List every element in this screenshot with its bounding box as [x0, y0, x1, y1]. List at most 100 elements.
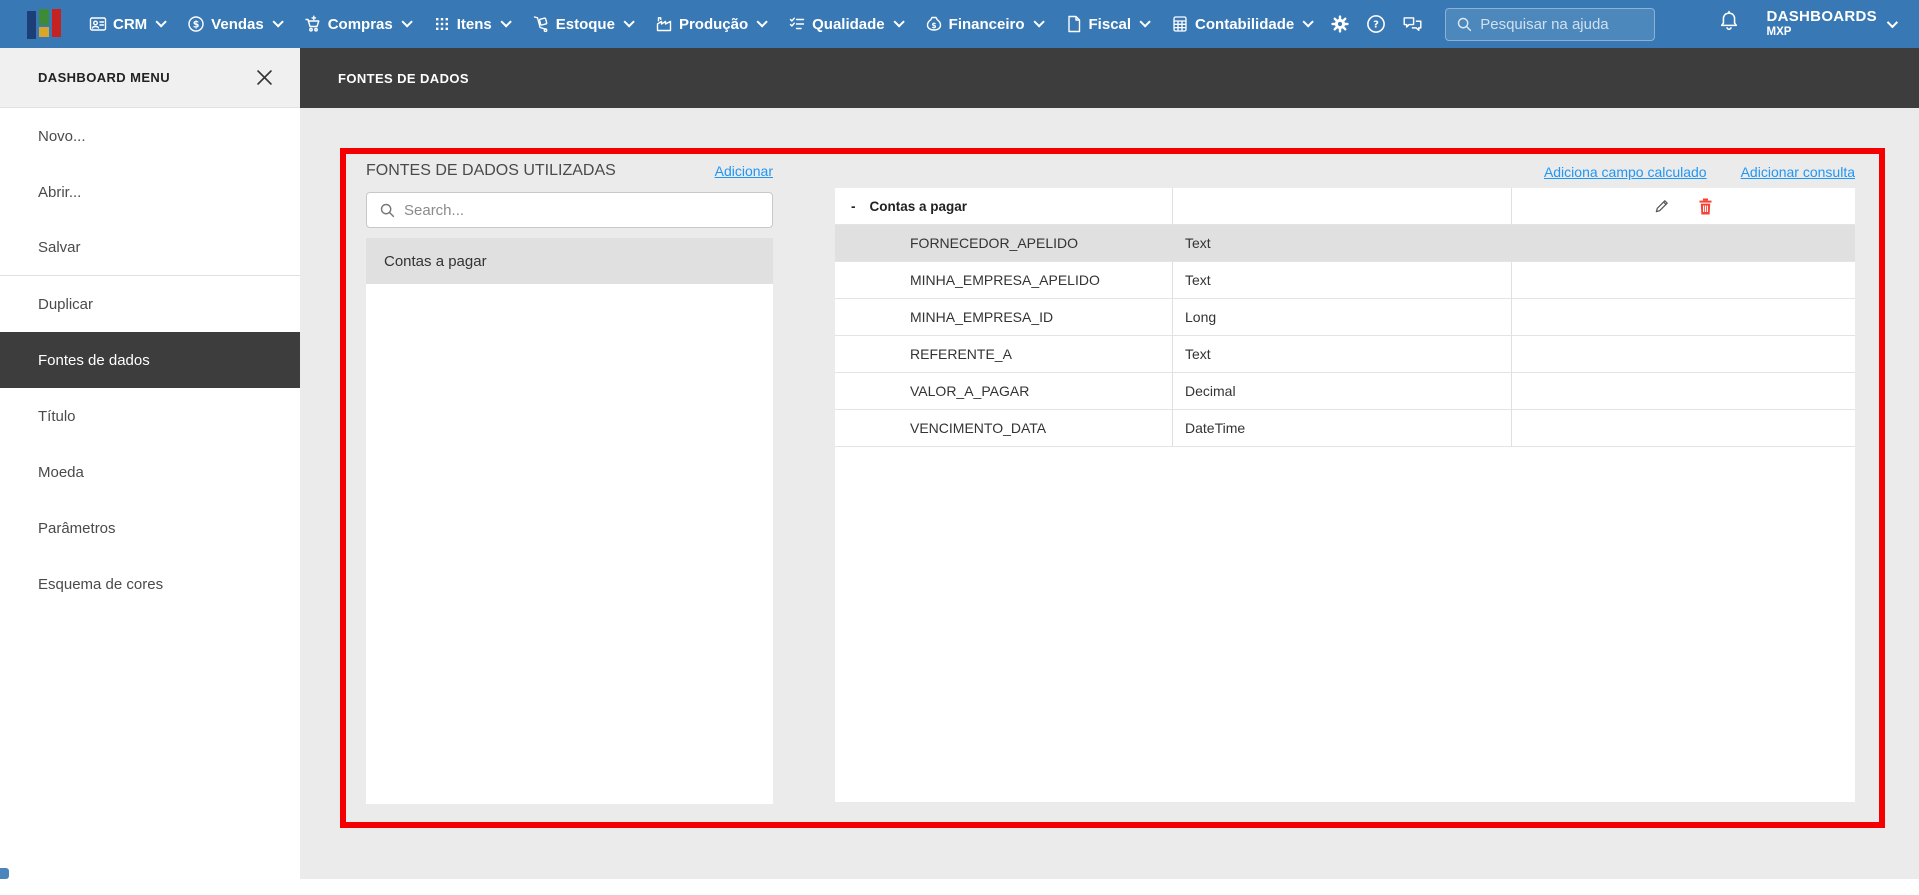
topbar: CRM $ Vendas Compras Itens Estoque Produ…: [0, 0, 1919, 48]
sidebar-item[interactable]: Abrir...: [0, 164, 300, 220]
menu-estoque[interactable]: Estoque: [532, 15, 635, 33]
menu-label: Contabilidade: [1195, 15, 1295, 33]
collapse-toggle[interactable]: -: [851, 198, 856, 214]
sidebar-title: DASHBOARD MENU: [38, 70, 170, 85]
menu-vendas[interactable]: $ Vendas: [187, 15, 284, 33]
bell-icon: [1721, 10, 1738, 30]
menu-label: Qualidade: [812, 15, 885, 33]
purchases-icon: [305, 15, 320, 32]
table-row[interactable]: FORNECEDOR_APELIDO Text: [835, 225, 1855, 262]
user-menu-subtitle: MXP: [1766, 25, 1792, 38]
sidebar-item[interactable]: Parâmetros: [0, 500, 300, 556]
sidebar-item[interactable]: Salvar: [0, 220, 300, 276]
production-icon: [656, 17, 672, 32]
sidebar-item[interactable]: Esquema de cores: [0, 556, 300, 612]
help-button[interactable]: ?: [1366, 14, 1386, 34]
add-source-link[interactable]: Adicionar: [714, 163, 773, 179]
sidebar-item[interactable]: Novo...: [0, 108, 300, 164]
add-calculated-field-link[interactable]: Adiciona campo calculado: [1543, 164, 1707, 180]
menu-itens[interactable]: Itens: [433, 15, 512, 33]
main-content: FONTES DE DADOS FONTES DE DADOS UTILIZAD…: [300, 48, 1919, 879]
svg-text:$: $: [931, 21, 936, 30]
sources-header: FONTES DE DADOS UTILIZADAS Adicionar: [366, 162, 773, 180]
field-name: FORNECEDOR_APELIDO: [835, 225, 1173, 262]
sidebar-items: Novo... Abrir... Salvar Duplicar Fontes …: [0, 108, 300, 612]
fields-table: - Contas a pagar FORNECEDO: [835, 188, 1855, 802]
menu-fiscal[interactable]: Fiscal: [1065, 15, 1151, 33]
help-search-input[interactable]: [1480, 15, 1631, 33]
add-query-link[interactable]: Adicionar consulta: [1740, 164, 1855, 180]
sidebar-item[interactable]: Moeda: [0, 444, 300, 500]
source-list-item[interactable]: Contas a pagar: [366, 238, 773, 284]
table-row[interactable]: VALOR_A_PAGAR Decimal: [835, 373, 1855, 410]
field-name: VENCIMENTO_DATA: [835, 410, 1173, 447]
pencil-icon: [1655, 200, 1668, 213]
trash-icon: [1699, 198, 1712, 214]
menu-producao[interactable]: Produção: [655, 15, 768, 33]
page-title: FONTES DE DADOS: [338, 70, 469, 86]
table-group-header: - Contas a pagar: [835, 188, 1855, 225]
chevron-down-icon: [401, 16, 413, 28]
user-menu[interactable]: DASHBOARDS MXP: [1766, 8, 1899, 38]
svg-text:$: $: [193, 19, 200, 30]
chevron-down-icon: [155, 16, 167, 28]
chat-button[interactable]: [1402, 14, 1423, 34]
edit-source-button[interactable]: [1654, 198, 1670, 214]
menu-crm[interactable]: CRM: [89, 15, 167, 33]
delete-source-button[interactable]: [1698, 198, 1713, 215]
menu-label: Produção: [678, 15, 749, 33]
chevron-down-icon: [756, 16, 768, 28]
chevron-down-icon: [1139, 16, 1151, 28]
corner-widget-fragment: [0, 868, 9, 879]
chevron-down-icon: [893, 16, 905, 28]
settings-button[interactable]: [1330, 14, 1350, 34]
menu-financeiro[interactable]: $ Financeiro: [925, 15, 1045, 33]
field-type: Long: [1173, 299, 1512, 336]
chevron-down-icon: [272, 16, 284, 28]
menu-label: Compras: [327, 15, 393, 33]
svg-text:?: ?: [1373, 20, 1379, 31]
fiscal-icon: [1067, 15, 1080, 33]
chevron-down-icon: [623, 16, 635, 28]
gear-icon: [1331, 15, 1349, 33]
sidebar-item[interactable]: Título: [0, 388, 300, 444]
accounting-icon: [1173, 16, 1187, 32]
notifications-button[interactable]: [1718, 10, 1740, 38]
sidebar-item-label: Novo...: [38, 127, 86, 145]
user-menu-title: DASHBOARDS: [1766, 8, 1877, 26]
group-name: Contas a pagar: [869, 198, 968, 214]
chevron-down-icon: [1886, 16, 1899, 29]
table-row[interactable]: VENCIMENTO_DATA DateTime: [835, 410, 1855, 447]
crm-icon: [89, 17, 107, 31]
search-icon: [380, 203, 395, 218]
field-name: VALOR_A_PAGAR: [835, 373, 1173, 410]
menu-label: Financeiro: [948, 15, 1025, 33]
main-menu: CRM $ Vendas Compras Itens Estoque Produ…: [89, 15, 1314, 33]
field-name: MINHA_EMPRESA_APELIDO: [835, 262, 1173, 299]
sidebar-item-label: Título: [38, 407, 76, 425]
sources-search-input[interactable]: [404, 201, 734, 219]
sidebar-item[interactable]: Duplicar: [0, 276, 300, 332]
menu-compras[interactable]: Compras: [304, 15, 413, 33]
field-type: DateTime: [1173, 410, 1512, 447]
source-item-label: Contas a pagar: [384, 252, 487, 270]
field-type: Text: [1173, 262, 1512, 299]
menu-label: Itens: [456, 15, 492, 33]
sidebar-item-label: Esquema de cores: [38, 575, 164, 593]
quality-icon: [789, 17, 805, 30]
items-icon: [435, 18, 448, 30]
table-row[interactable]: MINHA_EMPRESA_ID Long: [835, 299, 1855, 336]
sidebar-item[interactable]: Fontes de dados: [0, 332, 300, 388]
page-titlebar: FONTES DE DADOS: [300, 48, 1919, 108]
sales-icon: $: [188, 16, 204, 32]
finance-icon: $: [926, 16, 941, 31]
table-row[interactable]: REFERENTE_A Text: [835, 336, 1855, 373]
help-search-box: [1445, 7, 1656, 41]
sidebar-close-button[interactable]: [253, 66, 276, 89]
menu-contabilidade[interactable]: Contabilidade: [1171, 15, 1314, 33]
app-logo[interactable]: [27, 9, 63, 39]
help-icon: ?: [1367, 15, 1386, 33]
menu-qualidade[interactable]: Qualidade: [788, 15, 905, 33]
table-row[interactable]: MINHA_EMPRESA_APELIDO Text: [835, 262, 1855, 299]
field-type: Decimal: [1173, 373, 1512, 410]
